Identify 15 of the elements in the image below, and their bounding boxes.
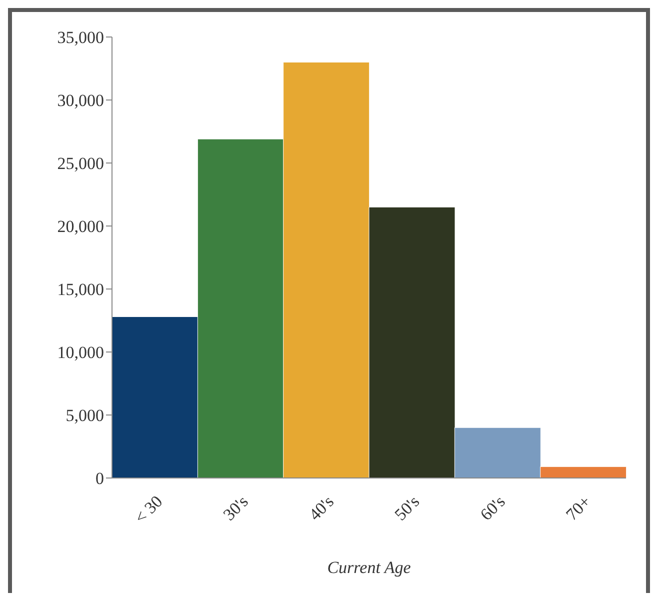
x-tick-label: 70+ <box>562 492 595 524</box>
y-tick-label: 30,000 <box>57 91 104 110</box>
x-tick-label: 30's <box>220 492 252 524</box>
y-tick-label: 10,000 <box>57 343 104 362</box>
y-tick-label: 20,000 <box>57 217 104 236</box>
x-tick-label: 50's <box>390 492 424 524</box>
y-tick-label: 0 <box>96 469 104 488</box>
x-tick-label: < 30 <box>130 492 166 528</box>
y-tick-label: 5,000 <box>66 406 104 426</box>
x-axis-title: Current Age <box>327 558 412 577</box>
y-tick-label: 25,000 <box>57 154 104 174</box>
x-tick-label: 60's <box>476 492 509 524</box>
y-tick-label: 35,000 <box>57 28 104 48</box>
x-tick-label: 40's <box>305 492 338 524</box>
y-tick-label: 15,000 <box>57 280 104 300</box>
